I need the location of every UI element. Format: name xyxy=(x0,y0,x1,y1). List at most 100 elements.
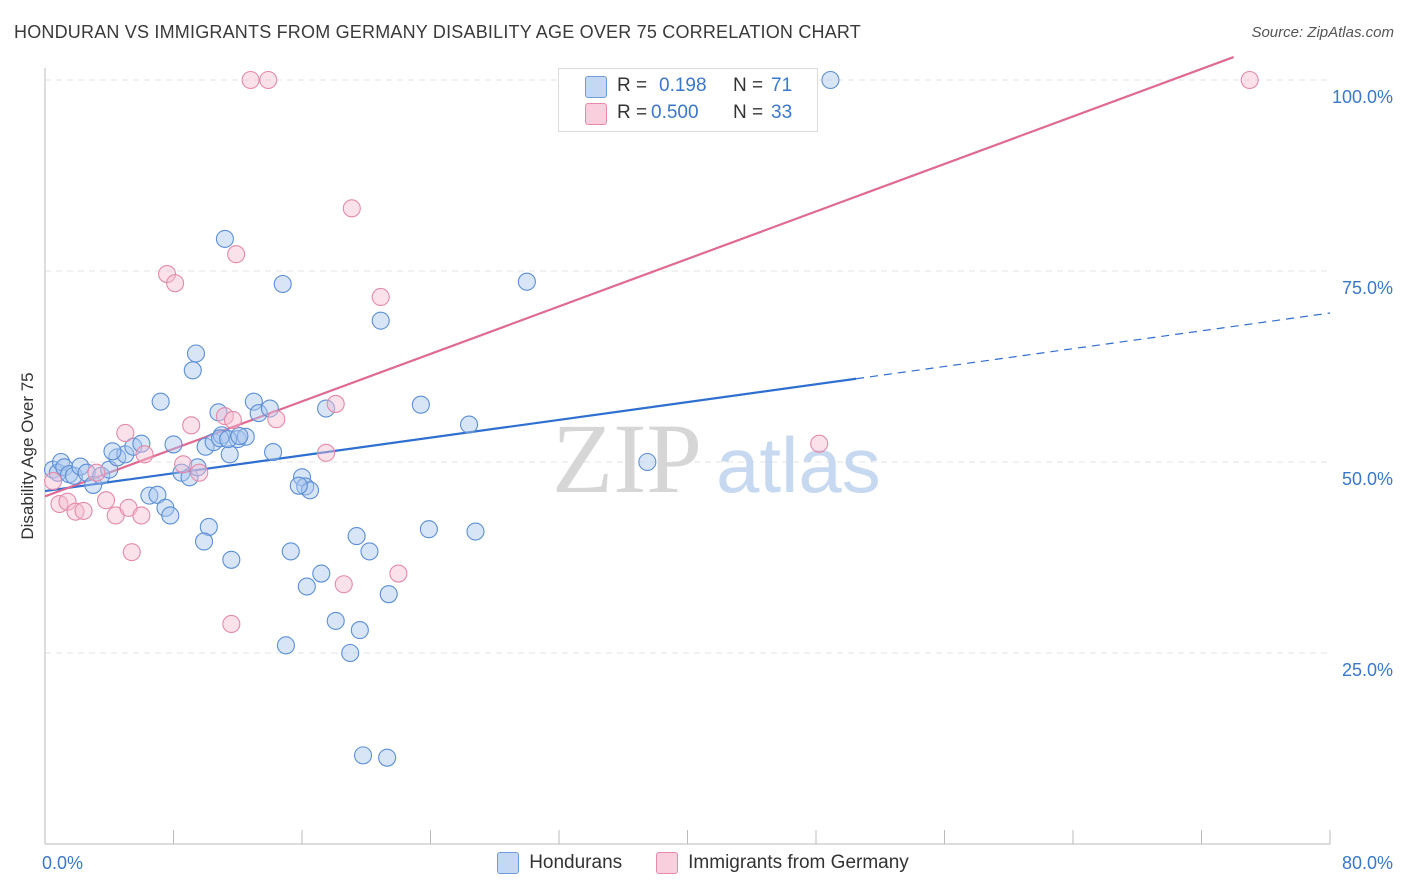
point-germany xyxy=(87,463,106,482)
point-germany xyxy=(166,274,185,293)
point-hondurans xyxy=(517,272,536,291)
point-hondurans xyxy=(220,445,239,464)
source-label: Source: ZipAtlas.com xyxy=(1251,24,1394,41)
point-hondurans xyxy=(194,532,214,551)
point-hondurans xyxy=(411,395,430,414)
point-hondurans xyxy=(297,577,316,596)
point-hondurans xyxy=(353,746,373,765)
point-hondurans xyxy=(360,542,379,561)
watermark-atlas: atlas xyxy=(716,421,881,509)
legend-item-germany: Immigrants from Germany xyxy=(656,852,909,874)
hondurans-legend-swatch xyxy=(497,852,520,874)
y-axis-label: Disability Age Over 75 xyxy=(18,372,37,539)
point-hondurans xyxy=(199,517,218,536)
point-germany xyxy=(222,614,241,634)
point-germany xyxy=(371,287,390,307)
point-germany xyxy=(326,394,345,413)
point-hondurans xyxy=(151,392,170,411)
r-value: 0.500 xyxy=(651,102,699,123)
point-hondurans xyxy=(371,311,390,330)
point-germany xyxy=(182,416,201,435)
point-hondurans xyxy=(300,481,320,500)
point-hondurans xyxy=(230,426,249,446)
chart-title: HONDURAN VS IMMIGRANTS FROM GERMANY DISA… xyxy=(14,22,862,42)
y-tick-label: 75.0% xyxy=(1342,278,1393,298)
point-hondurans xyxy=(264,443,283,462)
point-hondurans xyxy=(132,434,151,453)
n-value: 71 xyxy=(771,75,793,96)
point-germany xyxy=(43,472,63,491)
point-hondurans xyxy=(244,392,263,411)
point-hondurans xyxy=(821,70,840,90)
x-tick-label: 0.0% xyxy=(42,853,83,873)
stats-box: R = 0.198 N = 71 R = 0.500 N = 33 xyxy=(558,68,818,132)
point-hondurans xyxy=(289,476,308,495)
point-germany xyxy=(389,564,408,583)
point-hondurans xyxy=(164,435,183,454)
point-hondurans xyxy=(350,621,369,640)
point-hondurans xyxy=(281,542,300,561)
point-hondurans xyxy=(222,550,241,569)
y-tick-label: 25.0% xyxy=(1342,660,1393,680)
point-germany xyxy=(223,410,242,430)
point-hondurans xyxy=(273,274,292,294)
point-hondurans xyxy=(638,452,657,472)
r-label: R = xyxy=(617,102,648,123)
point-hondurans xyxy=(219,430,238,449)
legend-item-hondurans: Hondurans xyxy=(497,852,622,874)
r-label: R = xyxy=(617,75,648,96)
germany-legend-swatch xyxy=(656,852,679,874)
point-hondurans xyxy=(317,399,336,418)
hondurans-swatch xyxy=(585,76,607,98)
point-germany xyxy=(259,70,278,90)
n-value: 33 xyxy=(771,102,793,123)
point-hondurans xyxy=(347,527,366,546)
point-germany xyxy=(317,443,336,462)
trend-line-hondurans-extension xyxy=(856,312,1331,380)
tick-labels: 25.0% 50.0% 75.0% 100.0% 0.0% 80.0% xyxy=(42,87,1393,873)
point-hondurans xyxy=(326,611,345,630)
r-value: 0.198 xyxy=(659,75,707,96)
trend-line-germany xyxy=(44,56,1235,498)
point-germany xyxy=(342,199,361,218)
point-hondurans xyxy=(161,506,180,525)
point-germany xyxy=(267,410,286,429)
point-hondurans xyxy=(276,636,295,655)
point-hondurans xyxy=(215,229,234,248)
point-hondurans xyxy=(186,344,206,363)
point-hondurans xyxy=(249,404,268,423)
point-hondurans xyxy=(379,585,398,604)
n-label: N = xyxy=(733,102,764,123)
point-hondurans xyxy=(466,522,485,541)
legend: Hondurans Immigrants from Germany xyxy=(0,852,1406,874)
point-hondurans xyxy=(103,442,122,461)
germany-swatch xyxy=(585,103,607,125)
point-hondurans xyxy=(378,748,397,767)
point-germany xyxy=(190,463,209,482)
point-germany xyxy=(96,491,116,510)
point-germany xyxy=(334,575,353,594)
x-tick-label: 80.0% xyxy=(1342,853,1393,873)
point-germany xyxy=(132,506,151,525)
legend-label: Immigrants from Germany xyxy=(688,852,909,873)
point-germany xyxy=(122,543,141,562)
gridlines xyxy=(45,79,1330,654)
y-tick-label: 50.0% xyxy=(1342,469,1393,489)
point-germany xyxy=(174,455,193,474)
point-hondurans xyxy=(341,643,360,663)
n-label: N = xyxy=(733,75,764,96)
point-germany xyxy=(241,70,260,90)
point-hondurans xyxy=(419,520,438,539)
point-hondurans xyxy=(236,427,255,446)
y-tick-label: 100.0% xyxy=(1332,87,1393,107)
point-germany xyxy=(135,445,154,464)
point-hondurans xyxy=(260,399,279,418)
point-hondurans xyxy=(459,415,479,434)
point-hondurans xyxy=(148,485,167,504)
watermark: ZIP atlas xyxy=(552,403,881,514)
point-germany xyxy=(227,245,246,264)
point-germany xyxy=(1240,70,1259,90)
point-germany xyxy=(810,434,829,453)
point-germany xyxy=(116,423,135,443)
